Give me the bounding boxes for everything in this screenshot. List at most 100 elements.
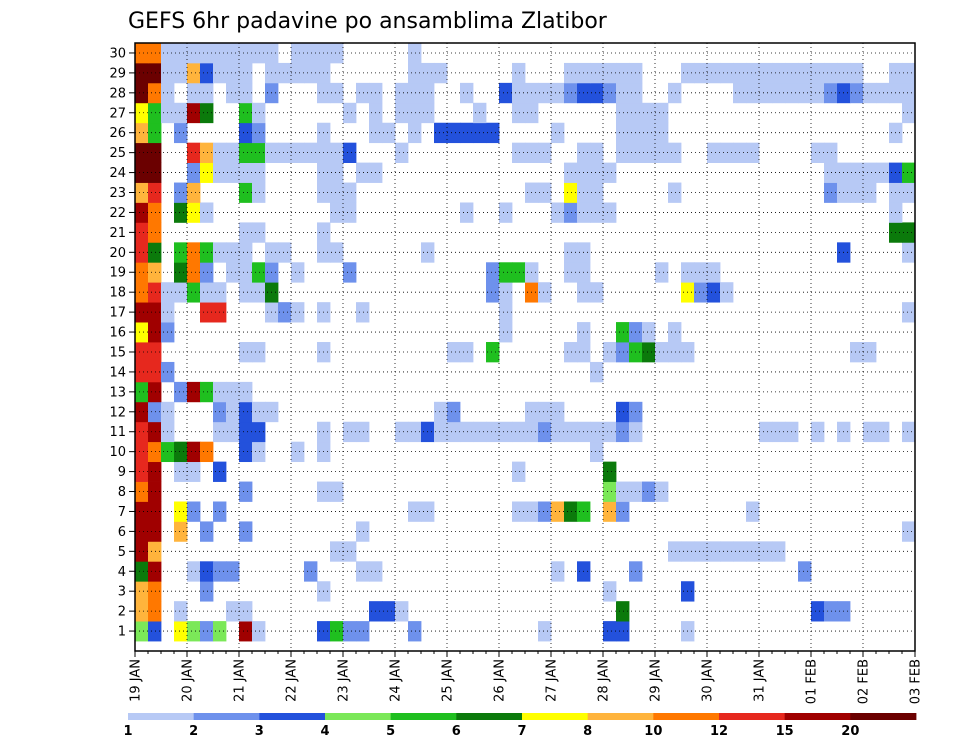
- heatmap-cell: [434, 122, 448, 144]
- heatmap-cell: [252, 43, 266, 64]
- heatmap-cell: [603, 62, 617, 84]
- heatmap-cell: [343, 182, 357, 203]
- heatmap-cell: [330, 43, 344, 64]
- heatmap-cell: [408, 43, 422, 64]
- heatmap-cell: [252, 421, 266, 443]
- heatmap-cell: [148, 621, 162, 642]
- heatmap-cell: [590, 142, 604, 163]
- heatmap-cell: [148, 561, 162, 582]
- heatmap-cell: [603, 342, 617, 363]
- heatmap-cell: [551, 401, 565, 423]
- heatmap-cell: [902, 421, 916, 443]
- heatmap-cell: [824, 142, 838, 163]
- heatmap-cell: [226, 561, 240, 582]
- y-tick-label: 24: [109, 166, 126, 181]
- heatmap-cell: [148, 262, 162, 283]
- heatmap-cell: [590, 202, 604, 223]
- legend-swatch: [325, 713, 392, 720]
- heatmap-cell: [668, 541, 682, 562]
- y-tick-label: 20: [109, 246, 126, 261]
- heatmap-cell: [850, 62, 864, 84]
- heatmap-cell: [486, 122, 500, 144]
- legend-swatch: [259, 713, 326, 720]
- heatmap-cell: [590, 282, 604, 303]
- heatmap-cell: [239, 162, 253, 183]
- heatmap-cell: [356, 162, 370, 183]
- x-tick-label: 01 FEB: [805, 659, 820, 704]
- heatmap-cell: [187, 162, 201, 183]
- x-tick-label: 19 JAN: [129, 659, 144, 702]
- x-tick-label: 31 JAN: [753, 659, 768, 702]
- y-tick-label: 19: [109, 266, 126, 281]
- heatmap-cell: [746, 142, 760, 163]
- heatmap-cell: [252, 182, 266, 203]
- heatmap-cell: [200, 262, 214, 283]
- heatmap-cell: [811, 142, 825, 163]
- heatmap-cell: [187, 102, 201, 124]
- heatmap-cell: [772, 62, 786, 84]
- heatmap-cell: [512, 82, 526, 104]
- heatmap-cell: [148, 401, 162, 423]
- heatmap-cell: [759, 82, 773, 104]
- heatmap-cell: [408, 82, 422, 104]
- heatmap-cell: [174, 102, 188, 124]
- heatmap-cell: [187, 381, 201, 403]
- heatmap-cell: [135, 561, 149, 582]
- heatmap-cell: [239, 82, 253, 104]
- heatmap-cell: [200, 142, 214, 163]
- heatmap-cell: [603, 421, 617, 443]
- heatmap-cell: [135, 202, 149, 223]
- y-tick-label: 21: [109, 226, 126, 241]
- heatmap-cell: [148, 282, 162, 303]
- heatmap-cell: [876, 82, 890, 104]
- heatmap-cell: [356, 561, 370, 582]
- legend-swatch: [456, 713, 523, 720]
- y-tick-label: 30: [109, 46, 126, 61]
- heatmap-cell: [135, 601, 149, 622]
- heatmap-cell: [772, 82, 786, 104]
- y-tick-label: 15: [109, 345, 126, 360]
- y-tick-label: 11: [109, 425, 126, 440]
- heatmap-cell: [590, 361, 604, 383]
- heatmap-cell: [200, 102, 214, 124]
- heatmap-cell: [252, 142, 266, 163]
- heatmap-cell: [759, 541, 773, 562]
- heatmap-cell: [174, 202, 188, 223]
- heatmap-cell: [239, 242, 253, 263]
- y-tick-label: 6: [118, 525, 126, 540]
- y-tick-label: 16: [109, 326, 126, 341]
- x-tick-label: 29 JAN: [649, 659, 664, 702]
- heatmap-cell: [200, 581, 214, 602]
- heatmap-cell: [590, 62, 604, 84]
- heatmap-cell: [226, 62, 240, 84]
- heatmap-cell: [408, 501, 422, 522]
- heatmap-cells: [135, 43, 916, 642]
- heatmap-cell: [148, 102, 162, 124]
- heatmap-cell: [512, 142, 526, 163]
- x-tick-label: 20 JAN: [181, 659, 196, 702]
- y-tick-label: 25: [109, 146, 126, 161]
- heatmap-cell: [356, 621, 370, 642]
- heatmap-cell: [135, 162, 149, 183]
- heatmap-cell: [551, 501, 565, 522]
- heatmap-cell: [460, 342, 474, 363]
- heatmap-cell: [512, 62, 526, 84]
- legend-label: 2: [189, 724, 198, 739]
- heatmap-cell: [720, 282, 734, 303]
- heatmap-cell: [551, 122, 565, 144]
- heatmap-cell: [135, 481, 149, 502]
- heatmap-cell: [707, 541, 721, 562]
- heatmap-cell: [174, 182, 188, 203]
- heatmap-cell: [642, 322, 656, 343]
- heatmap-cell: [707, 62, 721, 84]
- heatmap-cell: [642, 481, 656, 502]
- legend-label: 20: [841, 724, 859, 739]
- heatmap-cell: [447, 401, 461, 423]
- heatmap-cell: [187, 561, 201, 582]
- legend-label: 15: [776, 724, 794, 739]
- heatmap-cell: [239, 122, 253, 144]
- heatmap-cell: [226, 43, 240, 64]
- x-axis: 19 JAN 20 JAN 21 JAN 22 JAN 23 JAN 24 JAN 25 J…: [129, 651, 924, 704]
- heatmap-cell: [655, 481, 669, 502]
- heatmap-cell: [226, 242, 240, 263]
